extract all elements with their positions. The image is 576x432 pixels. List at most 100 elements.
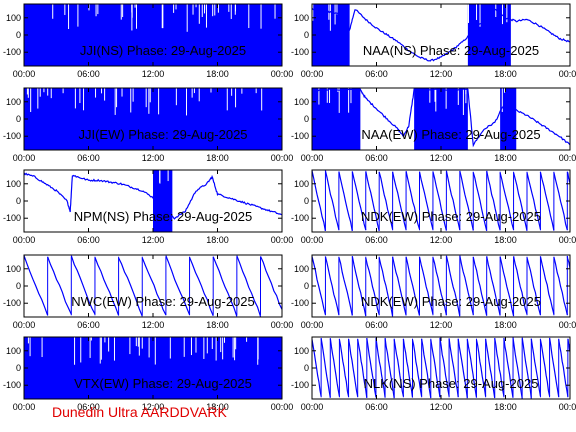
trace-segment: [521, 337, 532, 399]
trace-segment: [512, 337, 523, 399]
trace-segment: [459, 255, 474, 315]
chart-panel: 100 0 -100 00:00 06:00 12:00 18:00 00:00 JJI(NS)…: [3, 3, 294, 79]
trace-segment: [530, 338, 541, 397]
trace-segment: [539, 339, 551, 397]
y-tick-label: 0: [304, 196, 309, 206]
chart-panel: 100 0 -100 00:00 06:00 12:00 18:00 00:00 NAA(NS)…: [291, 3, 576, 79]
x-tick-label: 00:00: [13, 69, 36, 79]
x-tick-label: 06:00: [365, 402, 388, 412]
dense-trace-block: [24, 4, 282, 66]
x-tick-label: 06:00: [77, 153, 100, 163]
x-tick-label: 12:00: [430, 235, 453, 245]
panel-title: NPM(NS) Phase: 29-Aug-2025: [74, 209, 252, 224]
x-tick-label: 00:00: [301, 320, 324, 330]
dense-trace-block: [24, 88, 282, 150]
x-tick-label: 18:00: [494, 153, 517, 163]
x-tick-label: 12:00: [430, 69, 453, 79]
trace-segment: [494, 337, 505, 397]
trace-segment: [312, 339, 322, 397]
trace-segment: [448, 338, 459, 398]
trace-segment: [312, 170, 326, 232]
x-tick-label: 06:00: [77, 69, 100, 79]
trace-segment: [526, 257, 541, 316]
y-tick-label: 100: [294, 346, 309, 356]
x-tick-label: 18:00: [206, 69, 229, 79]
trace-segment: [558, 339, 569, 397]
trace-group: [312, 88, 570, 150]
chart-panel: 100 0 -100 00:00 06:00 12:00 18:00 00:00 NDK(EW)…: [291, 254, 576, 330]
trace-segment: [499, 256, 515, 317]
trace-group: [24, 255, 282, 317]
chart-panel: 100 0 -100 00:00 06:00 12:00 18:00 00:00 NWC(EW)…: [3, 254, 294, 330]
trace-segment: [392, 256, 407, 316]
x-tick-label: 00:00: [559, 153, 576, 163]
trace-segment: [118, 257, 143, 317]
panel-title: NAA(NS) Phase: 29-Aug-2025: [363, 43, 539, 58]
y-tick-label: -100: [3, 131, 21, 141]
x-tick-label: 12:00: [142, 320, 165, 330]
y-tick-label: 100: [294, 13, 309, 23]
x-tick-label: 00:00: [559, 235, 576, 245]
x-tick-label: 12:00: [430, 402, 453, 412]
x-tick-label: 00:00: [301, 69, 324, 79]
chart-panel: 100 0 -100 00:00 06:00 12:00 18:00 00:00 NPM(NS)…: [3, 169, 293, 245]
y-tick-label: -100: [3, 213, 21, 223]
trace-segment: [553, 256, 568, 316]
trace-segment: [47, 256, 72, 315]
series-line: [312, 88, 570, 148]
y-tick-label: 0: [16, 114, 21, 124]
trace-segment: [459, 170, 474, 231]
panel-title: NWC(EW) Phase: 29-Aug-2025: [71, 294, 255, 309]
trace-segment: [472, 256, 488, 316]
y-tick-label: -100: [291, 131, 309, 141]
trace-segment: [393, 339, 404, 397]
x-tick-label: 00:00: [271, 69, 294, 79]
trace-segment: [549, 337, 560, 397]
trace-segment: [312, 256, 326, 315]
trace-group: [312, 255, 570, 317]
trace-segment: [392, 171, 407, 231]
trace-segment: [486, 170, 501, 231]
x-tick-label: 00:00: [271, 320, 294, 330]
trace-segment: [485, 338, 496, 399]
x-tick-label: 00:00: [301, 153, 324, 163]
y-tick-label: 0: [16, 281, 21, 291]
trace-segment: [351, 255, 367, 317]
y-tick-label: 100: [294, 179, 309, 189]
trace-segment: [553, 172, 568, 231]
y-tick-label: 100: [6, 179, 21, 189]
panel-title: JJI(EW) Phase: 29-Aug-2025: [78, 127, 247, 142]
chart-panel: 100 0 -100 00:00 06:00 12:00 18:00 00:00 NDK(EW)…: [291, 169, 576, 245]
panel-title: NLK(NS) Phase: 29-Aug-2025: [364, 376, 539, 391]
trace-segment: [24, 255, 49, 316]
y-tick-label: 100: [6, 97, 21, 107]
x-tick-label: 06:00: [365, 320, 388, 330]
x-tick-label: 12:00: [430, 320, 453, 330]
trace-segment: [499, 172, 515, 231]
y-tick-label: 100: [294, 264, 309, 274]
trace-segment: [94, 257, 120, 316]
trace-segment: [445, 255, 461, 317]
chart-panel: 100 0 -100 00:00 06:00 12:00 18:00 00:00 VTX(EW)…: [3, 336, 293, 412]
y-tick-label: -100: [3, 380, 21, 390]
trace-segment: [418, 256, 434, 315]
trace-segment: [365, 257, 380, 315]
y-tick-label: -100: [291, 380, 309, 390]
trace-segment: [503, 337, 514, 398]
panel-title: NDK(EW) Phase: 29-Aug-2025: [361, 209, 541, 224]
y-tick-label: 100: [6, 264, 21, 274]
y-tick-label: 100: [294, 97, 309, 107]
x-tick-label: 18:00: [206, 402, 229, 412]
trace-segment: [324, 170, 340, 231]
trace-segment: [212, 256, 238, 317]
trace-segment: [513, 256, 528, 315]
panel-title: NAA(EW) Phase: 29-Aug-2025: [361, 127, 540, 142]
trace-segment: [430, 339, 441, 397]
x-tick-label: 12:00: [142, 69, 165, 79]
y-tick-label: 0: [304, 281, 309, 291]
trace-segment: [432, 171, 447, 231]
trace-group: [24, 4, 282, 66]
y-tick-label: 0: [304, 114, 309, 124]
trace-segment: [348, 339, 359, 397]
dense-trace-block: [24, 337, 282, 399]
